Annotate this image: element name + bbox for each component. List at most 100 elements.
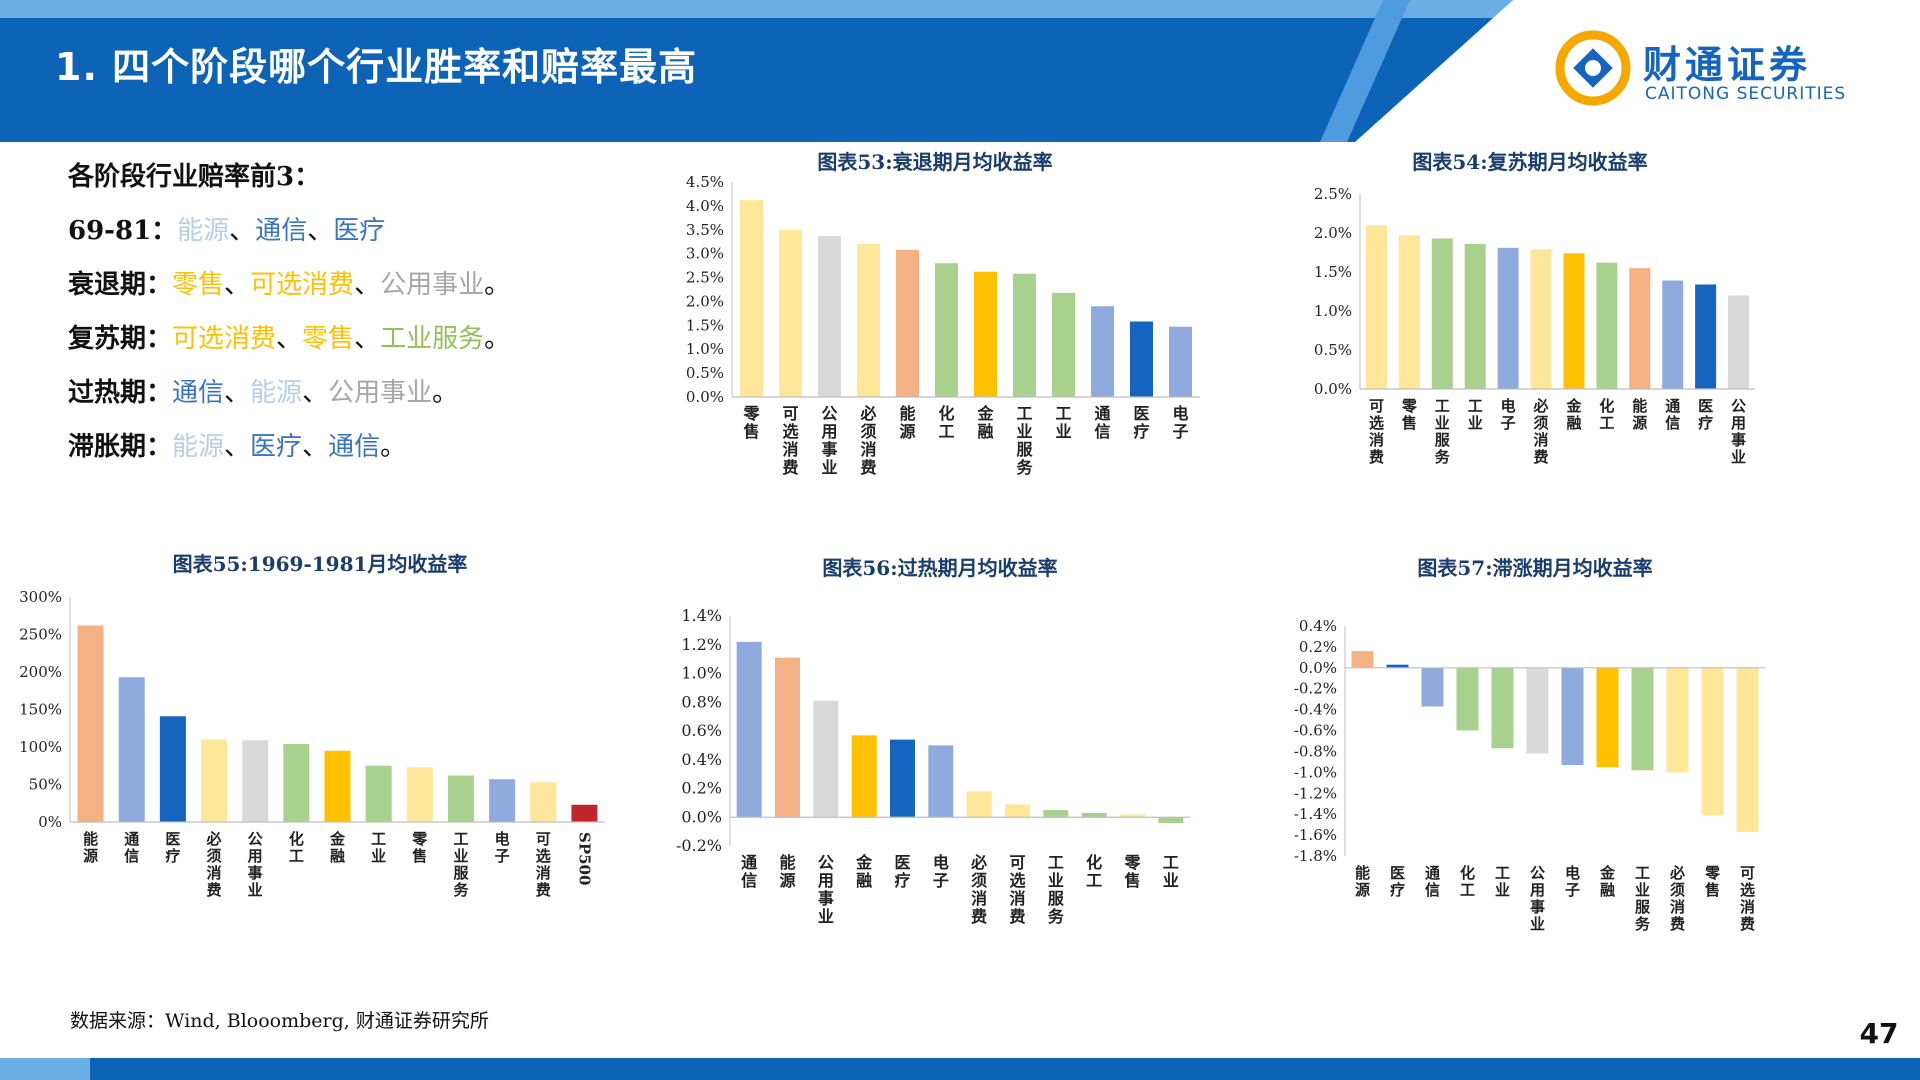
summary-industry: 通信 — [172, 378, 225, 408]
summary-row: 衰退期：零售、可选消费、公用事业。 — [68, 258, 510, 312]
bar — [1130, 321, 1153, 397]
bar — [1491, 667, 1514, 749]
y-tick-label: 0.4% — [681, 750, 722, 769]
y-tick-label: -1.6% — [1294, 826, 1337, 844]
x-tick-label: 必须消费 — [859, 404, 876, 477]
bar — [1530, 249, 1552, 389]
bar — [1091, 306, 1114, 397]
summary-separator: 、 — [302, 378, 329, 408]
y-tick-label: -0.4% — [1294, 701, 1337, 719]
header-bar: 1. 四个阶段哪个行业胜率和赔率最高 财通证券 CAITONG SECURITI… — [0, 0, 1920, 142]
x-tick-label: 能源 — [83, 830, 98, 865]
summary-row-label: 衰退期： — [68, 270, 173, 300]
x-tick-label: 电子 — [933, 853, 949, 890]
y-tick-label: 2.0% — [686, 292, 724, 310]
summary-separator: 、 — [224, 378, 251, 408]
y-tick-label: 4.5% — [686, 173, 724, 191]
y-tick-label: -0.2% — [1294, 680, 1337, 698]
x-tick-label: 金融 — [329, 830, 346, 865]
logo-chinese-text: 财通证券 — [1643, 43, 1812, 87]
bar — [1386, 664, 1409, 668]
chart-svg: -1.8% -1.6% -1.4% -1.2% -1.0% -0.8% -0.6% -0.4%… — [1294, 617, 1765, 933]
y-tick-label: 0.6% — [681, 721, 722, 740]
x-tick-label: 零售 — [411, 830, 428, 865]
y-tick-label: 1.0% — [1314, 302, 1352, 320]
bar — [1666, 667, 1689, 773]
chart-title: 图表57:滞涨期月均收益率 — [1417, 556, 1653, 580]
x-tick-label: 零售 — [742, 404, 760, 441]
x-tick-label: 公用事业 — [821, 404, 837, 477]
y-tick-label: 1.0% — [681, 664, 722, 683]
x-tick-label: 金融 — [855, 853, 873, 890]
y-tick-label: 0.5% — [686, 364, 724, 382]
y-tick-label: 150% — [19, 701, 62, 719]
bar — [324, 750, 351, 822]
summary-separator: 、 — [276, 324, 303, 354]
x-tick-label: 医疗 — [165, 830, 180, 865]
bar — [1526, 667, 1549, 754]
bar — [242, 740, 269, 822]
x-tick-label: 能源 — [899, 404, 915, 441]
bar — [1631, 667, 1654, 771]
y-tick-label: 50% — [29, 776, 62, 794]
bar — [896, 249, 919, 397]
x-tick-label: 通信 — [1425, 864, 1440, 899]
x-tick-label: 金融 — [976, 404, 994, 441]
chart-title: 图表53:衰退期月均收益率 — [817, 150, 1053, 174]
y-tick-label: -1.4% — [1294, 805, 1337, 823]
x-tick-label: 能源 — [1632, 397, 1647, 432]
bar — [818, 235, 841, 397]
summary-row-end: 。 — [432, 378, 459, 408]
bar — [201, 739, 228, 822]
x-tick-label: 电子 — [1172, 404, 1188, 441]
bar — [1421, 667, 1444, 707]
x-tick-label: 金融 — [1599, 864, 1616, 899]
x-tick-label: 能源 — [1355, 864, 1370, 899]
summary-industry: 可选消费 — [250, 270, 355, 300]
summary-industry: 零售 — [302, 324, 355, 354]
summary-row: 滞胀期：能源、医疗、通信。 — [68, 420, 510, 474]
x-tick-label: 可选消费 — [782, 404, 798, 477]
summary-industry: 工业服务 — [380, 324, 485, 354]
x-tick-label: 工业 — [1055, 404, 1071, 441]
bar — [966, 791, 992, 818]
bar — [1497, 247, 1519, 389]
chart-title: 图表55:1969-1981月均收益率 — [172, 552, 468, 576]
bar — [1662, 280, 1684, 389]
bar — [571, 804, 598, 822]
bar — [974, 271, 997, 397]
chart-svg: 0.0% 0.5% 1.0% 1.5% 2.0% 2.5% 可选消费 零售 工业服务 工业电子必须… — [1314, 185, 1755, 466]
x-tick-label: 化工 — [1599, 397, 1614, 432]
bar — [1398, 235, 1420, 389]
x-tick-label: 工业 — [1468, 397, 1483, 432]
page-number: 47 — [1843, 1010, 1915, 1062]
y-tick-label: 1.2% — [681, 635, 722, 654]
summary-separator: 、 — [224, 270, 251, 300]
bar — [857, 244, 880, 397]
summary-industry: 公用事业 — [380, 270, 485, 300]
bar — [159, 716, 186, 822]
x-tick-label: 通信 — [1094, 404, 1110, 441]
y-tick-label: -1.8% — [1294, 847, 1337, 865]
bar — [1629, 268, 1651, 389]
bar — [740, 200, 763, 397]
chart-overheat: 图表56:过热期月均收益率 -0.2% 0.0% 0.2% 0.4% 0.6% 0.8% 1.… — [670, 548, 1210, 998]
x-tick-label: 工业服务 — [1016, 404, 1033, 477]
bar — [1695, 284, 1717, 389]
y-tick-label: 300% — [19, 588, 62, 606]
summary-separator: 、 — [229, 216, 256, 246]
company-logo: 财通证券 CAITONG SECURITIES — [1555, 26, 1885, 108]
x-tick-label: 通信 — [124, 830, 139, 865]
bar — [1120, 814, 1145, 818]
x-tick-label: 必须消费 — [1669, 864, 1685, 933]
bar — [1464, 243, 1486, 389]
x-tick-label: 工业 — [1495, 864, 1510, 899]
bar — [1736, 667, 1759, 832]
bar — [1158, 817, 1184, 823]
x-tick-label: 零售 — [1123, 853, 1141, 890]
x-tick-label: 医疗 — [1390, 864, 1405, 899]
chart-svg: -0.2% 0.0% 0.2% 0.4% 0.6% 0.8% 1.0% 1.2% 1.4% 通信能… — [676, 606, 1190, 926]
bar — [1596, 262, 1618, 389]
x-tick-label: 可选消费 — [1009, 853, 1025, 926]
